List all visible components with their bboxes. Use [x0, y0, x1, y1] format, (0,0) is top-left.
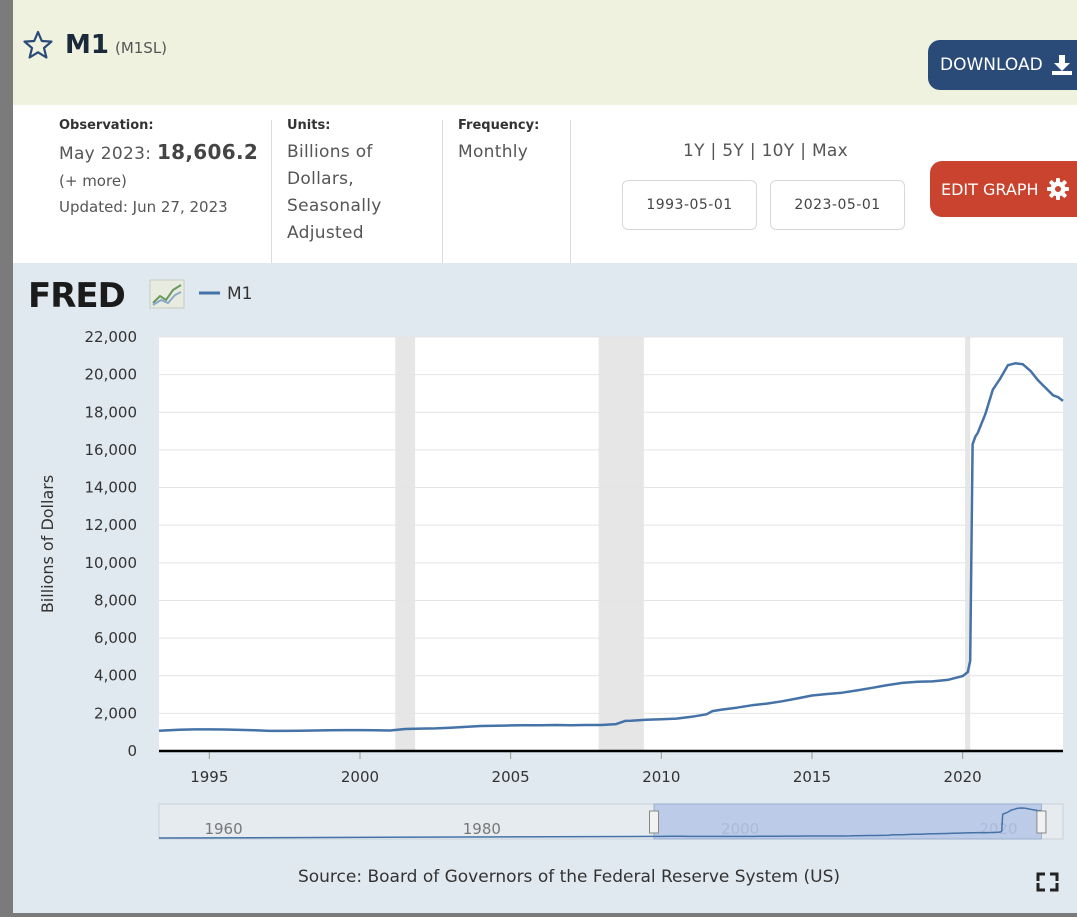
recession-band [395, 337, 416, 751]
x-tick-label: 2020 [944, 768, 982, 786]
chart-area: FRED M1 0 2,000 4,000 6,000 8,000 10,000 12,00… [13, 263, 1077, 913]
navigator-right-handle[interactable] [1036, 810, 1047, 834]
units-line: Dollars, [287, 169, 355, 189]
frequency-label: Frequency: [458, 118, 540, 133]
more-observations-link[interactable]: (+ more) [59, 172, 127, 190]
x-tick-label: 2015 [793, 768, 831, 786]
observation-label: Observation: [59, 118, 154, 133]
navigator-selection[interactable] [653, 803, 1042, 840]
gridlines [159, 336, 1063, 714]
y-tick-label: 16,000 [85, 441, 138, 459]
edit-graph-label: EDIT GRAPH [941, 179, 1039, 199]
range-1y-link[interactable]: 1Y [683, 141, 705, 161]
navigator-tick-label: 1980 [463, 820, 501, 838]
recession-band [965, 337, 971, 751]
navigator-series-line [158, 807, 1042, 839]
observation-line: May 2023: 18,606.2 [59, 139, 258, 168]
units-label: Units: [287, 118, 331, 133]
recession-band [598, 337, 644, 751]
units-line: Billions of [287, 142, 373, 162]
observation-date: May 2023: [59, 144, 152, 164]
y-axis-ticks: 0 2,000 4,000 6,000 8,000 10,000 12,000 14,000 1… [85, 328, 138, 760]
y-tick-label: 12,000 [85, 516, 138, 534]
units-line: Seasonally [287, 196, 382, 216]
page: M1 (M1SL) DOWNLOAD Observation: May 2023:… [13, 0, 1077, 913]
divider [442, 120, 443, 263]
y-tick-label: 4,000 [94, 667, 137, 685]
start-date-input[interactable]: 1993-05-01 [622, 180, 757, 230]
recession-bands [395, 337, 971, 751]
y-tick-label: 14,000 [85, 479, 138, 497]
divider [271, 120, 272, 263]
range-5y-link[interactable]: 5Y [722, 141, 745, 161]
source-note: Source: Board of Governors of the Federa… [298, 867, 840, 887]
y-tick-label: 18,000 [85, 403, 138, 421]
x-tick-label: 1995 [190, 768, 228, 786]
x-tick-label: 2000 [341, 768, 379, 786]
range-links: 1Y | 5Y | 10Y | Max [683, 141, 848, 161]
y-tick-label: 2,000 [94, 704, 137, 722]
observation-block: Observation: May 2023: 18,606.2 (+ more)… [59, 118, 258, 220]
observation-value: 18,606.2 [156, 140, 259, 164]
range-navigator[interactable]: 1960198020002020 [158, 803, 1064, 840]
download-icon [1051, 55, 1072, 75]
navigator-left-handle[interactable] [649, 810, 660, 834]
chart-logo-icon [149, 279, 185, 309]
y-tick-label: 22,000 [85, 328, 138, 346]
download-button[interactable]: DOWNLOAD [928, 40, 1077, 90]
units-line: Adjusted [287, 223, 364, 243]
range-separator: | [710, 141, 717, 161]
range-10y-link[interactable]: 10Y [761, 141, 795, 161]
fullscreen-icon[interactable] [1036, 872, 1059, 892]
frequency-value: Monthly [458, 142, 529, 162]
units-block: Units: Billions of Dollars, Seasonally A… [287, 118, 382, 247]
end-date-input[interactable]: 2023-05-01 [770, 180, 905, 230]
x-tick-label: 2005 [492, 768, 530, 786]
series-title: M1 [65, 30, 109, 60]
y-tick-label: 8,000 [94, 591, 137, 609]
title-bar: M1 (M1SL) DOWNLOAD [13, 0, 1077, 105]
divider [570, 120, 571, 263]
x-tick-label: 2010 [642, 768, 680, 786]
y-axis-label: Billions of Dollars [38, 475, 57, 613]
range-separator: | [800, 141, 807, 161]
m1-chart[interactable]: FRED M1 0 2,000 4,000 6,000 8,000 10,000 12,00… [13, 263, 1077, 913]
y-tick-label: 6,000 [94, 629, 137, 647]
y-tick-label: 0 [127, 742, 137, 760]
frequency-block: Frequency: Monthly [458, 118, 539, 166]
gear-icon [1046, 178, 1069, 200]
m1-series-line[interactable] [158, 362, 1064, 733]
updated-date: Updated: Jun 27, 2023 [59, 198, 228, 216]
download-label: DOWNLOAD [940, 55, 1043, 75]
range-separator: | [749, 141, 756, 161]
x-axis-ticks: 1995 2000 2005 2010 2015 2020 [190, 751, 982, 786]
y-tick-label: 10,000 [85, 554, 138, 572]
fred-logo: FRED [28, 276, 125, 316]
page-title: M1 (M1SL) [65, 30, 167, 60]
star-icon[interactable] [23, 30, 53, 60]
y-tick-label: 20,000 [85, 366, 138, 384]
navigator-tick-label: 1960 [204, 820, 242, 838]
series-id: (M1SL) [114, 39, 168, 57]
range-max-link[interactable]: Max [811, 141, 848, 161]
legend-label: M1 [227, 284, 252, 304]
edit-graph-button[interactable]: EDIT GRAPH [930, 161, 1077, 217]
